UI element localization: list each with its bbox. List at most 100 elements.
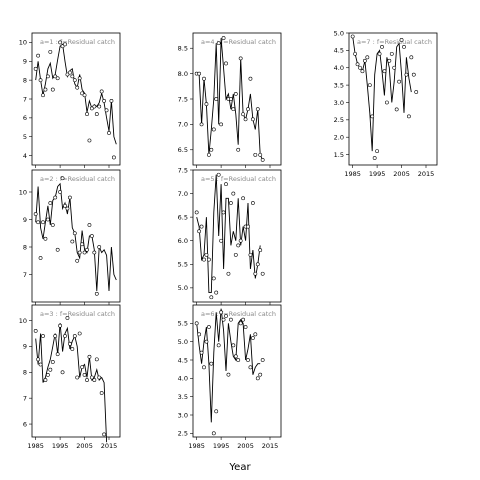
panel-2-ytick-label: 10 xyxy=(19,188,27,196)
panel-6-observed-point xyxy=(209,361,214,366)
panel-7-xtick-label: 2015 xyxy=(418,170,435,178)
panel-6-observed-point xyxy=(238,321,243,326)
panel-7-observed-point xyxy=(387,58,392,63)
panel-6-ytick-label: 3.0 xyxy=(178,411,188,419)
panel-3-observed-point xyxy=(36,357,41,362)
panel-3-observed-point xyxy=(65,316,70,320)
panel-2-observed-point xyxy=(63,203,67,208)
panel-3-observed-point xyxy=(58,323,63,328)
panel-3-observed-point xyxy=(41,334,45,338)
panel-3-observed-point xyxy=(75,375,80,380)
panel-4-observed-point xyxy=(241,112,246,117)
panel-1-observed-point xyxy=(36,53,41,58)
panel-2-observed-point xyxy=(87,223,92,227)
panel-1-observed-point xyxy=(55,76,60,81)
panel-3-ytick-label: 8 xyxy=(23,369,27,377)
panel-6-observed-point xyxy=(194,321,199,326)
panel-7-observed-point xyxy=(392,65,397,70)
panel-3-observed-point xyxy=(102,432,107,437)
panel-3-xtick-label: 2005 xyxy=(76,442,93,450)
panel-1-observed-point xyxy=(107,131,111,135)
panel-1-observed-point xyxy=(89,106,94,111)
panel-1-observed-point xyxy=(41,93,45,98)
panel-2-observed-point xyxy=(85,247,89,252)
panel-1-observed-point xyxy=(70,74,75,79)
panel-7-observed-point xyxy=(414,90,419,94)
panel-2-observed-point xyxy=(97,245,102,249)
panel-1-observed-point xyxy=(97,104,102,109)
panel-5-observed-point xyxy=(224,182,228,187)
panel-6-observed-point xyxy=(197,332,202,337)
panel-4-observed-point xyxy=(236,147,241,152)
panel-6-observed-point xyxy=(228,317,233,322)
panel-7-ytick-label: 4.0 xyxy=(334,64,344,72)
panel-1-observed-point xyxy=(58,40,63,45)
panel-2-observed-point xyxy=(55,247,60,252)
panel-2-observed-point xyxy=(70,239,75,244)
panel-4-observed-point xyxy=(238,56,243,61)
panel-6-observed-point xyxy=(199,350,204,355)
panel-4-title: a=4 : f=Residual catch xyxy=(201,38,276,46)
panel-2-observed-point xyxy=(82,250,87,255)
panel-7-observed-point xyxy=(362,58,367,63)
panel-6-observed-point xyxy=(243,325,248,329)
panel-3-xtick-label: 2015 xyxy=(101,442,118,450)
panel-2-observed-point xyxy=(41,220,45,225)
panel-5-observed-point xyxy=(231,191,236,196)
panel-4-observed-point xyxy=(199,122,204,127)
x-axis-label: Year xyxy=(228,462,251,473)
panel-7-ytick-label: 3.0 xyxy=(334,99,344,107)
panel-6-frame xyxy=(192,304,282,438)
panel-4-observed-point xyxy=(204,102,209,106)
panel-7-ytick-label: 5.0 xyxy=(334,29,344,37)
panel-1-observed-point xyxy=(50,87,55,92)
panel-7-observed-point xyxy=(411,72,416,77)
panel-2-observed-point xyxy=(89,234,94,238)
panel-4-observed-point xyxy=(258,152,263,157)
panel-2-title: a=2 : f=Residual catch xyxy=(40,175,115,183)
panel-5-observed-point xyxy=(228,201,233,205)
panel-5-observed-point xyxy=(214,290,219,295)
panel-3-observed-point xyxy=(92,378,97,382)
panel-2-ytick-label: 7 xyxy=(23,271,27,279)
panel-5-ytick-label: 7.0 xyxy=(178,190,188,198)
panel-3-fitted-line xyxy=(35,323,108,443)
panel-2-observed-point xyxy=(80,242,85,247)
panel-1-ytick-label: 8 xyxy=(23,76,27,84)
panel-4-observed-point xyxy=(209,147,214,152)
panel-2-observed-point xyxy=(67,195,72,200)
panel-1-fitted-line xyxy=(35,43,117,145)
panel-3-xtick-label: 1995 xyxy=(52,442,69,450)
panel-7-observed-point xyxy=(399,38,404,42)
panel-5-observed-point xyxy=(202,257,206,262)
panel-5-observed-point xyxy=(194,210,199,215)
panel-5-observed-point xyxy=(199,224,204,229)
panel-4-observed-point xyxy=(260,158,265,162)
panel-3-observed-point xyxy=(55,352,60,357)
panel-1-observed-point xyxy=(60,44,65,49)
panel-6-xtick-label: 2015 xyxy=(262,442,279,450)
panel-2-observed-point xyxy=(94,291,99,296)
panel-3-observed-point xyxy=(53,334,58,338)
panel-5-observed-point xyxy=(219,238,224,243)
panel-7-ytick-label: 1.5 xyxy=(334,151,344,159)
panel-7-observed-point xyxy=(402,44,406,49)
panel-1-observed-point xyxy=(87,138,92,143)
panel-3-observed-point xyxy=(60,370,65,375)
panel-5-observed-point xyxy=(204,252,209,257)
panel-6-xtick-label: 1985 xyxy=(188,442,205,450)
panel-3-observed-point xyxy=(50,360,55,364)
panel-6-observed-point xyxy=(224,314,228,318)
panel-4-observed-point xyxy=(253,152,258,157)
panel-5-observed-point xyxy=(260,271,265,276)
panel-4-observed-point xyxy=(219,122,224,127)
panel-3-observed-point xyxy=(67,341,72,346)
panel-7-xtick-label: 2005 xyxy=(393,170,410,178)
panel-6-observed-point xyxy=(255,376,260,381)
panel-2-observed-point xyxy=(92,250,97,255)
panel-6-ytick-label: 5.0 xyxy=(178,338,188,346)
panel-7-title: a=7 : f=Residual catch xyxy=(357,38,432,46)
panel-3-xtick-label: 1985 xyxy=(27,442,44,450)
panel-6-observed-point xyxy=(219,310,224,315)
panel-2-observed-point xyxy=(60,176,65,181)
